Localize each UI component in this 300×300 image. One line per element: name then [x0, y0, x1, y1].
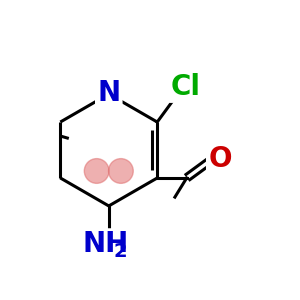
Text: N: N [97, 79, 120, 106]
Text: O: O [208, 146, 232, 173]
Circle shape [109, 159, 133, 183]
Text: 2: 2 [113, 242, 127, 261]
Circle shape [84, 159, 109, 183]
Text: NH: NH [83, 230, 129, 258]
Text: Cl: Cl [170, 73, 200, 101]
